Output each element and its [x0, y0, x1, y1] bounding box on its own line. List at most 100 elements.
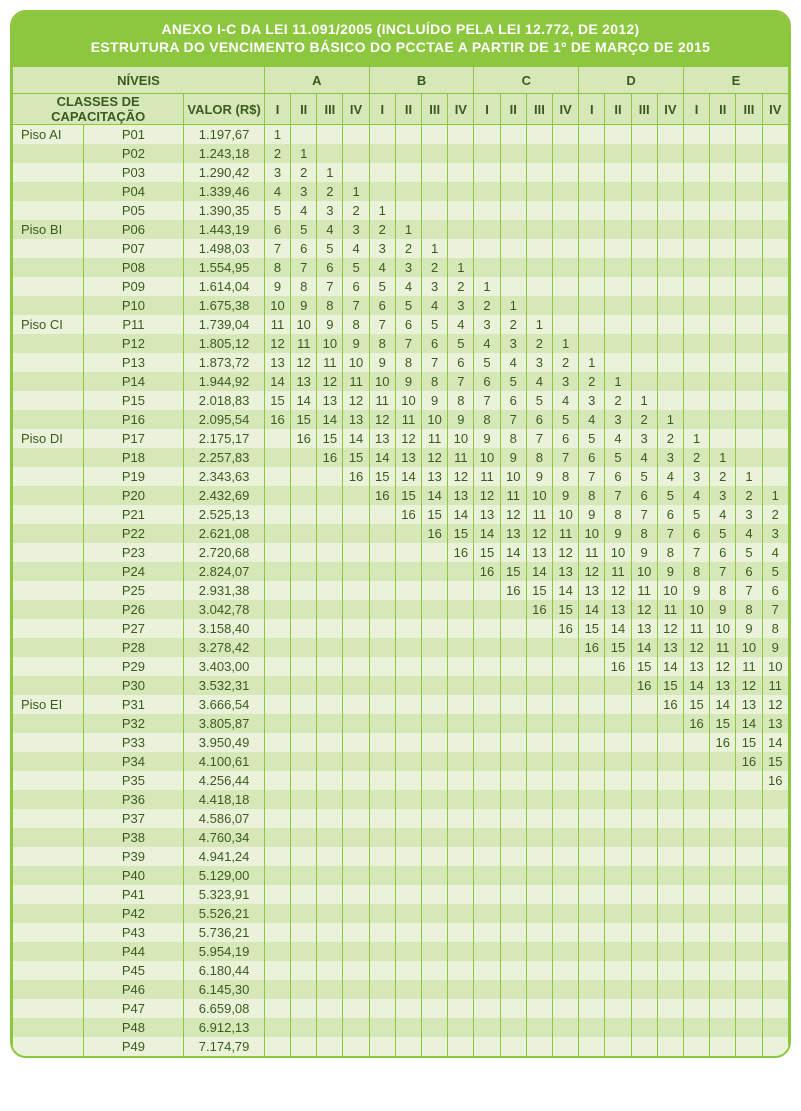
- num-cell: 7: [448, 372, 474, 391]
- num-cell: [500, 619, 526, 638]
- num-cell: 13: [710, 676, 736, 695]
- num-cell: [683, 733, 709, 752]
- num-cell: 15: [631, 657, 657, 676]
- num-cell: 7: [526, 429, 552, 448]
- num-cell: [762, 828, 788, 847]
- num-cell: [343, 695, 369, 714]
- num-cell: [448, 562, 474, 581]
- value-cell: 2.432,69: [184, 486, 265, 505]
- piso-cell: [13, 448, 84, 467]
- num-cell: [736, 125, 762, 145]
- num-cell: [343, 562, 369, 581]
- num-cell: [683, 1018, 709, 1037]
- num-cell: 5: [317, 239, 343, 258]
- num-cell: 7: [317, 277, 343, 296]
- num-cell: [422, 695, 448, 714]
- num-cell: [657, 752, 683, 771]
- num-cell: [369, 961, 395, 980]
- num-cell: [264, 467, 290, 486]
- num-cell: 9: [500, 448, 526, 467]
- num-cell: [631, 790, 657, 809]
- num-cell: [395, 733, 421, 752]
- num-cell: 7: [474, 391, 500, 410]
- num-cell: [422, 182, 448, 201]
- num-cell: [448, 239, 474, 258]
- num-cell: [736, 866, 762, 885]
- num-cell: 8: [736, 600, 762, 619]
- num-cell: [291, 676, 317, 695]
- num-cell: [395, 201, 421, 220]
- code-cell: P15: [83, 391, 184, 410]
- num-cell: [474, 847, 500, 866]
- num-cell: 5: [710, 524, 736, 543]
- table-row: P131.873,7213121110987654321: [13, 353, 789, 372]
- num-cell: [579, 201, 605, 220]
- num-cell: [762, 353, 788, 372]
- num-cell: [526, 695, 552, 714]
- value-cell: 1.443,19: [184, 220, 265, 239]
- table-row: P152.018,83151413121110987654321: [13, 391, 789, 410]
- num-cell: [631, 752, 657, 771]
- num-cell: [291, 980, 317, 999]
- code-cell: P25: [83, 581, 184, 600]
- num-cell: 5: [500, 372, 526, 391]
- num-cell: [422, 163, 448, 182]
- num-cell: [710, 334, 736, 353]
- num-cell: [736, 391, 762, 410]
- num-cell: [343, 600, 369, 619]
- num-cell: [448, 676, 474, 695]
- num-cell: [553, 258, 579, 277]
- num-cell: 1: [553, 334, 579, 353]
- num-cell: [317, 524, 343, 543]
- num-cell: 1: [343, 182, 369, 201]
- num-cell: [657, 182, 683, 201]
- code-cell: P28: [83, 638, 184, 657]
- num-cell: [264, 600, 290, 619]
- code-cell: P05: [83, 201, 184, 220]
- num-cell: [579, 999, 605, 1018]
- piso-cell: Piso DI: [13, 429, 84, 448]
- num-cell: 11: [395, 410, 421, 429]
- num-cell: [579, 125, 605, 145]
- num-cell: [683, 410, 709, 429]
- num-cell: [317, 714, 343, 733]
- piso-cell: [13, 619, 84, 638]
- value-cell: 1.243,18: [184, 144, 265, 163]
- num-cell: [317, 638, 343, 657]
- num-cell: [553, 790, 579, 809]
- num-cell: 3: [553, 372, 579, 391]
- num-cell: [395, 790, 421, 809]
- num-cell: [605, 1018, 631, 1037]
- table-row: P242.824,071615141312111098765: [13, 562, 789, 581]
- num-cell: 15: [500, 562, 526, 581]
- num-cell: [605, 752, 631, 771]
- piso-cell: [13, 961, 84, 980]
- num-cell: 4: [474, 334, 500, 353]
- header-sub: III: [736, 94, 762, 125]
- num-cell: [605, 695, 631, 714]
- num-cell: [448, 866, 474, 885]
- num-cell: [291, 600, 317, 619]
- num-cell: [317, 847, 343, 866]
- num-cell: 6: [710, 543, 736, 562]
- num-cell: 1: [369, 201, 395, 220]
- num-cell: 11: [553, 524, 579, 543]
- table-row: P354.256,4416: [13, 771, 789, 790]
- num-cell: [657, 220, 683, 239]
- code-cell: P36: [83, 790, 184, 809]
- num-cell: [683, 999, 709, 1018]
- num-cell: [343, 809, 369, 828]
- header-sub: I: [474, 94, 500, 125]
- num-cell: [631, 239, 657, 258]
- num-cell: [317, 752, 343, 771]
- code-cell: P17: [83, 429, 184, 448]
- num-cell: [605, 828, 631, 847]
- code-cell: P39: [83, 847, 184, 866]
- num-cell: [448, 885, 474, 904]
- num-cell: 3: [369, 239, 395, 258]
- num-cell: [343, 505, 369, 524]
- num-cell: 16: [369, 486, 395, 505]
- header-sub: IV: [762, 94, 788, 125]
- code-cell: P46: [83, 980, 184, 999]
- num-cell: [369, 125, 395, 145]
